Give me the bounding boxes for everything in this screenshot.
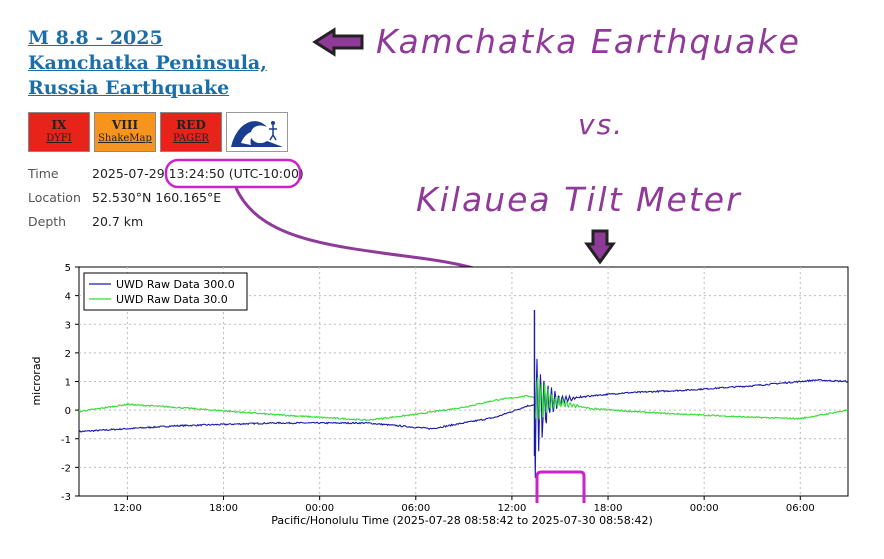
time-highlight	[164, 158, 302, 189]
dyfi-intensity: IX	[51, 118, 67, 132]
x-tick-label: 00:00	[690, 503, 719, 514]
event-title[interactable]: M 8.8 - 2025 Kamchatka Peninsula, Russia…	[28, 27, 267, 99]
time-value: 2025-07-29 13:24:50 (UTC-10:00)	[92, 166, 304, 181]
y-tick-label: -2	[61, 463, 71, 474]
grid	[79, 267, 848, 496]
dyfi-link[interactable]: DYFI	[46, 133, 72, 144]
legend-label-300: UWD Raw Data 300.0	[116, 278, 235, 291]
series-group	[78, 309, 849, 478]
y-tick-label: 2	[65, 349, 71, 360]
y-axis: 5 4 3 2 1 0 -1 -2 -3	[61, 263, 79, 503]
series-line-300	[78, 358, 849, 478]
shakemap-link[interactable]: ShakeMap	[98, 133, 152, 144]
pager-badge[interactable]: RED PAGER	[160, 112, 222, 152]
y-axis-label: microrad	[30, 356, 43, 405]
x-tick-label: 12:00	[113, 503, 142, 514]
y-tick-label: 4	[65, 292, 71, 303]
vs-annotation: vs.	[578, 108, 625, 141]
pager-link[interactable]: PAGER	[173, 133, 209, 144]
tsunami-badge[interactable]	[226, 112, 288, 152]
shakemap-badge[interactable]: VIII ShakeMap	[94, 112, 156, 152]
time-label: Time	[28, 166, 59, 181]
location-label: Location	[28, 190, 81, 205]
legend: UWD Raw Data 300.0 UWD Raw Data 30.0	[83, 272, 248, 311]
y-tick-label: 1	[65, 378, 71, 389]
tsunami-wave-icon	[227, 113, 287, 151]
depth-label: Depth	[28, 214, 67, 229]
headline-annotation: Kamchatka Earthquake	[376, 22, 801, 61]
x-axis: 12:00 18:00 00:00 06:00 12:00 18:00 00:00 06:00	[113, 496, 815, 514]
x-tick-label: 18:00	[209, 503, 238, 514]
location-value: 52.530°N 160.165°E	[92, 190, 222, 205]
y-tick-label: -1	[61, 435, 71, 446]
series-line-30	[78, 377, 849, 422]
shakemap-intensity: VIII	[111, 118, 139, 132]
arrow-down-icon	[584, 229, 616, 265]
x-tick-label: 06:00	[786, 503, 815, 514]
pager-level: RED	[176, 118, 206, 132]
y-tick-label: -3	[61, 492, 71, 503]
subtitle-annotation: Kilauea Tilt Meter	[416, 180, 742, 219]
arrow-left-icon	[312, 27, 364, 57]
x-tick-label: 00:00	[305, 503, 334, 514]
x-axis-label: Pacific/Honolulu Time (2025-07-28 08:58:…	[271, 514, 653, 527]
y-tick-label: 0	[65, 406, 71, 417]
event-window-bracket	[535, 470, 586, 503]
x-tick-label: 06:00	[401, 503, 430, 514]
dyfi-badge[interactable]: IX DYFI	[28, 112, 90, 152]
x-tick-label: 18:00	[594, 503, 623, 514]
y-tick-label: 5	[65, 263, 71, 274]
y-tick-label: 3	[65, 320, 71, 331]
legend-label-30: UWD Raw Data 30.0	[116, 293, 228, 306]
depth-value: 20.7 km	[92, 214, 144, 229]
x-tick-label: 12:00	[497, 503, 526, 514]
